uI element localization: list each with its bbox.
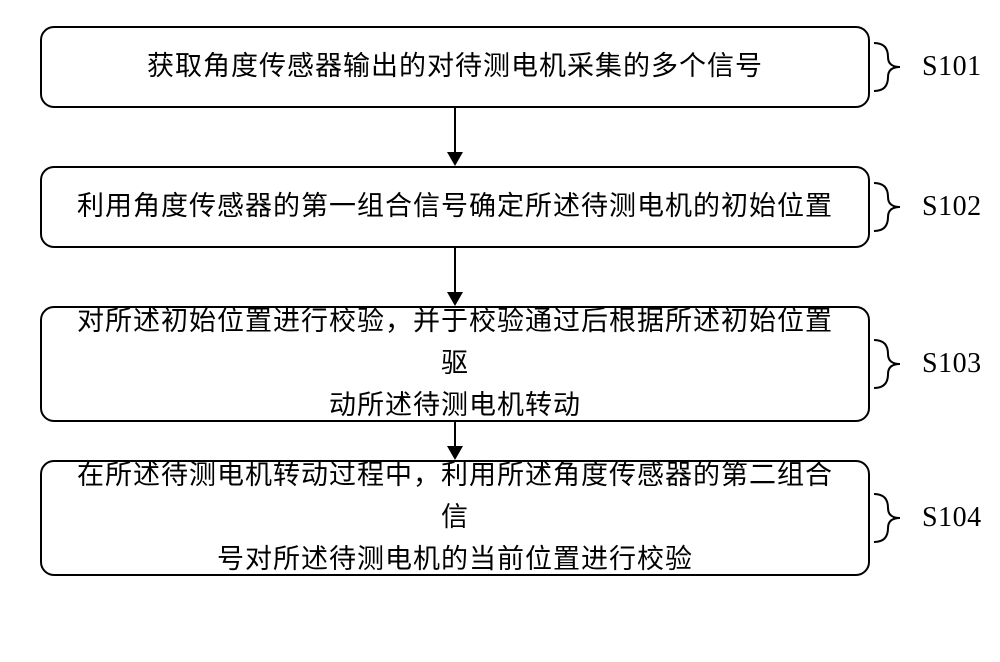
flow-node-line: 号对所述待测电机的当前位置进行校验	[217, 544, 693, 574]
flow-node-text: 在所述待测电机转动过程中，利用所述角度传感器的第二组合信 号对所述待测电机的当前…	[68, 455, 842, 581]
arrow-down-icon	[440, 248, 470, 306]
arrow-row	[40, 248, 960, 306]
flow-stage: 利用角度传感器的第一组合信号确定所述待测电机的初始位置 S102	[40, 166, 960, 248]
label-column: S103	[870, 306, 982, 422]
flow-node-line: 对所述初始位置进行校验，并于校验通过后根据所述初始位置驱	[77, 306, 833, 378]
flow-node-text: 利用角度传感器的第一组合信号确定所述待测电机的初始位置	[77, 186, 833, 228]
flow-stage: 获取角度传感器输出的对待测电机采集的多个信号 S101	[40, 26, 960, 108]
label-column: S104	[870, 460, 982, 576]
flow-node-s104: 在所述待测电机转动过程中，利用所述角度传感器的第二组合信 号对所述待测电机的当前…	[40, 460, 870, 576]
step-id-text: S102	[922, 191, 982, 223]
step-label-s103: S103	[870, 336, 982, 392]
flow-stage: 在所述待测电机转动过程中，利用所述角度传感器的第二组合信 号对所述待测电机的当前…	[40, 460, 960, 576]
arrow-cell	[40, 248, 870, 306]
brace-icon	[870, 39, 918, 95]
step-label-s102: S102	[870, 179, 982, 235]
flow-node-text: 对所述初始位置进行校验，并于校验通过后根据所述初始位置驱 动所述待测电机转动	[68, 301, 842, 427]
arrow-row	[40, 108, 960, 166]
node-column: 在所述待测电机转动过程中，利用所述角度传感器的第二组合信 号对所述待测电机的当前…	[40, 460, 870, 576]
brace-icon	[870, 490, 918, 546]
flow-node-line: 动所述待测电机转动	[329, 390, 581, 420]
flow-node-text: 获取角度传感器输出的对待测电机采集的多个信号	[147, 46, 763, 88]
node-column: 对所述初始位置进行校验，并于校验通过后根据所述初始位置驱 动所述待测电机转动	[40, 306, 870, 422]
flow-stage: 对所述初始位置进行校验，并于校验通过后根据所述初始位置驱 动所述待测电机转动 S…	[40, 306, 960, 422]
step-id-text: S101	[922, 51, 982, 83]
label-column: S102	[870, 166, 982, 248]
flow-node-line: 在所述待测电机转动过程中，利用所述角度传感器的第二组合信	[77, 460, 833, 532]
step-label-s104: S104	[870, 490, 982, 546]
step-id-text: S103	[922, 348, 982, 380]
flow-node-s102: 利用角度传感器的第一组合信号确定所述待测电机的初始位置	[40, 166, 870, 248]
node-column: 获取角度传感器输出的对待测电机采集的多个信号	[40, 26, 870, 108]
flow-node-s101: 获取角度传感器输出的对待测电机采集的多个信号	[40, 26, 870, 108]
arrow-down-icon	[440, 108, 470, 166]
arrow-cell	[40, 108, 870, 166]
step-label-s101: S101	[870, 39, 982, 95]
label-column: S101	[870, 26, 982, 108]
node-column: 利用角度传感器的第一组合信号确定所述待测电机的初始位置	[40, 166, 870, 248]
flow-node-s103: 对所述初始位置进行校验，并于校验通过后根据所述初始位置驱 动所述待测电机转动	[40, 306, 870, 422]
brace-icon	[870, 179, 918, 235]
brace-icon	[870, 336, 918, 392]
step-id-text: S104	[922, 502, 982, 534]
